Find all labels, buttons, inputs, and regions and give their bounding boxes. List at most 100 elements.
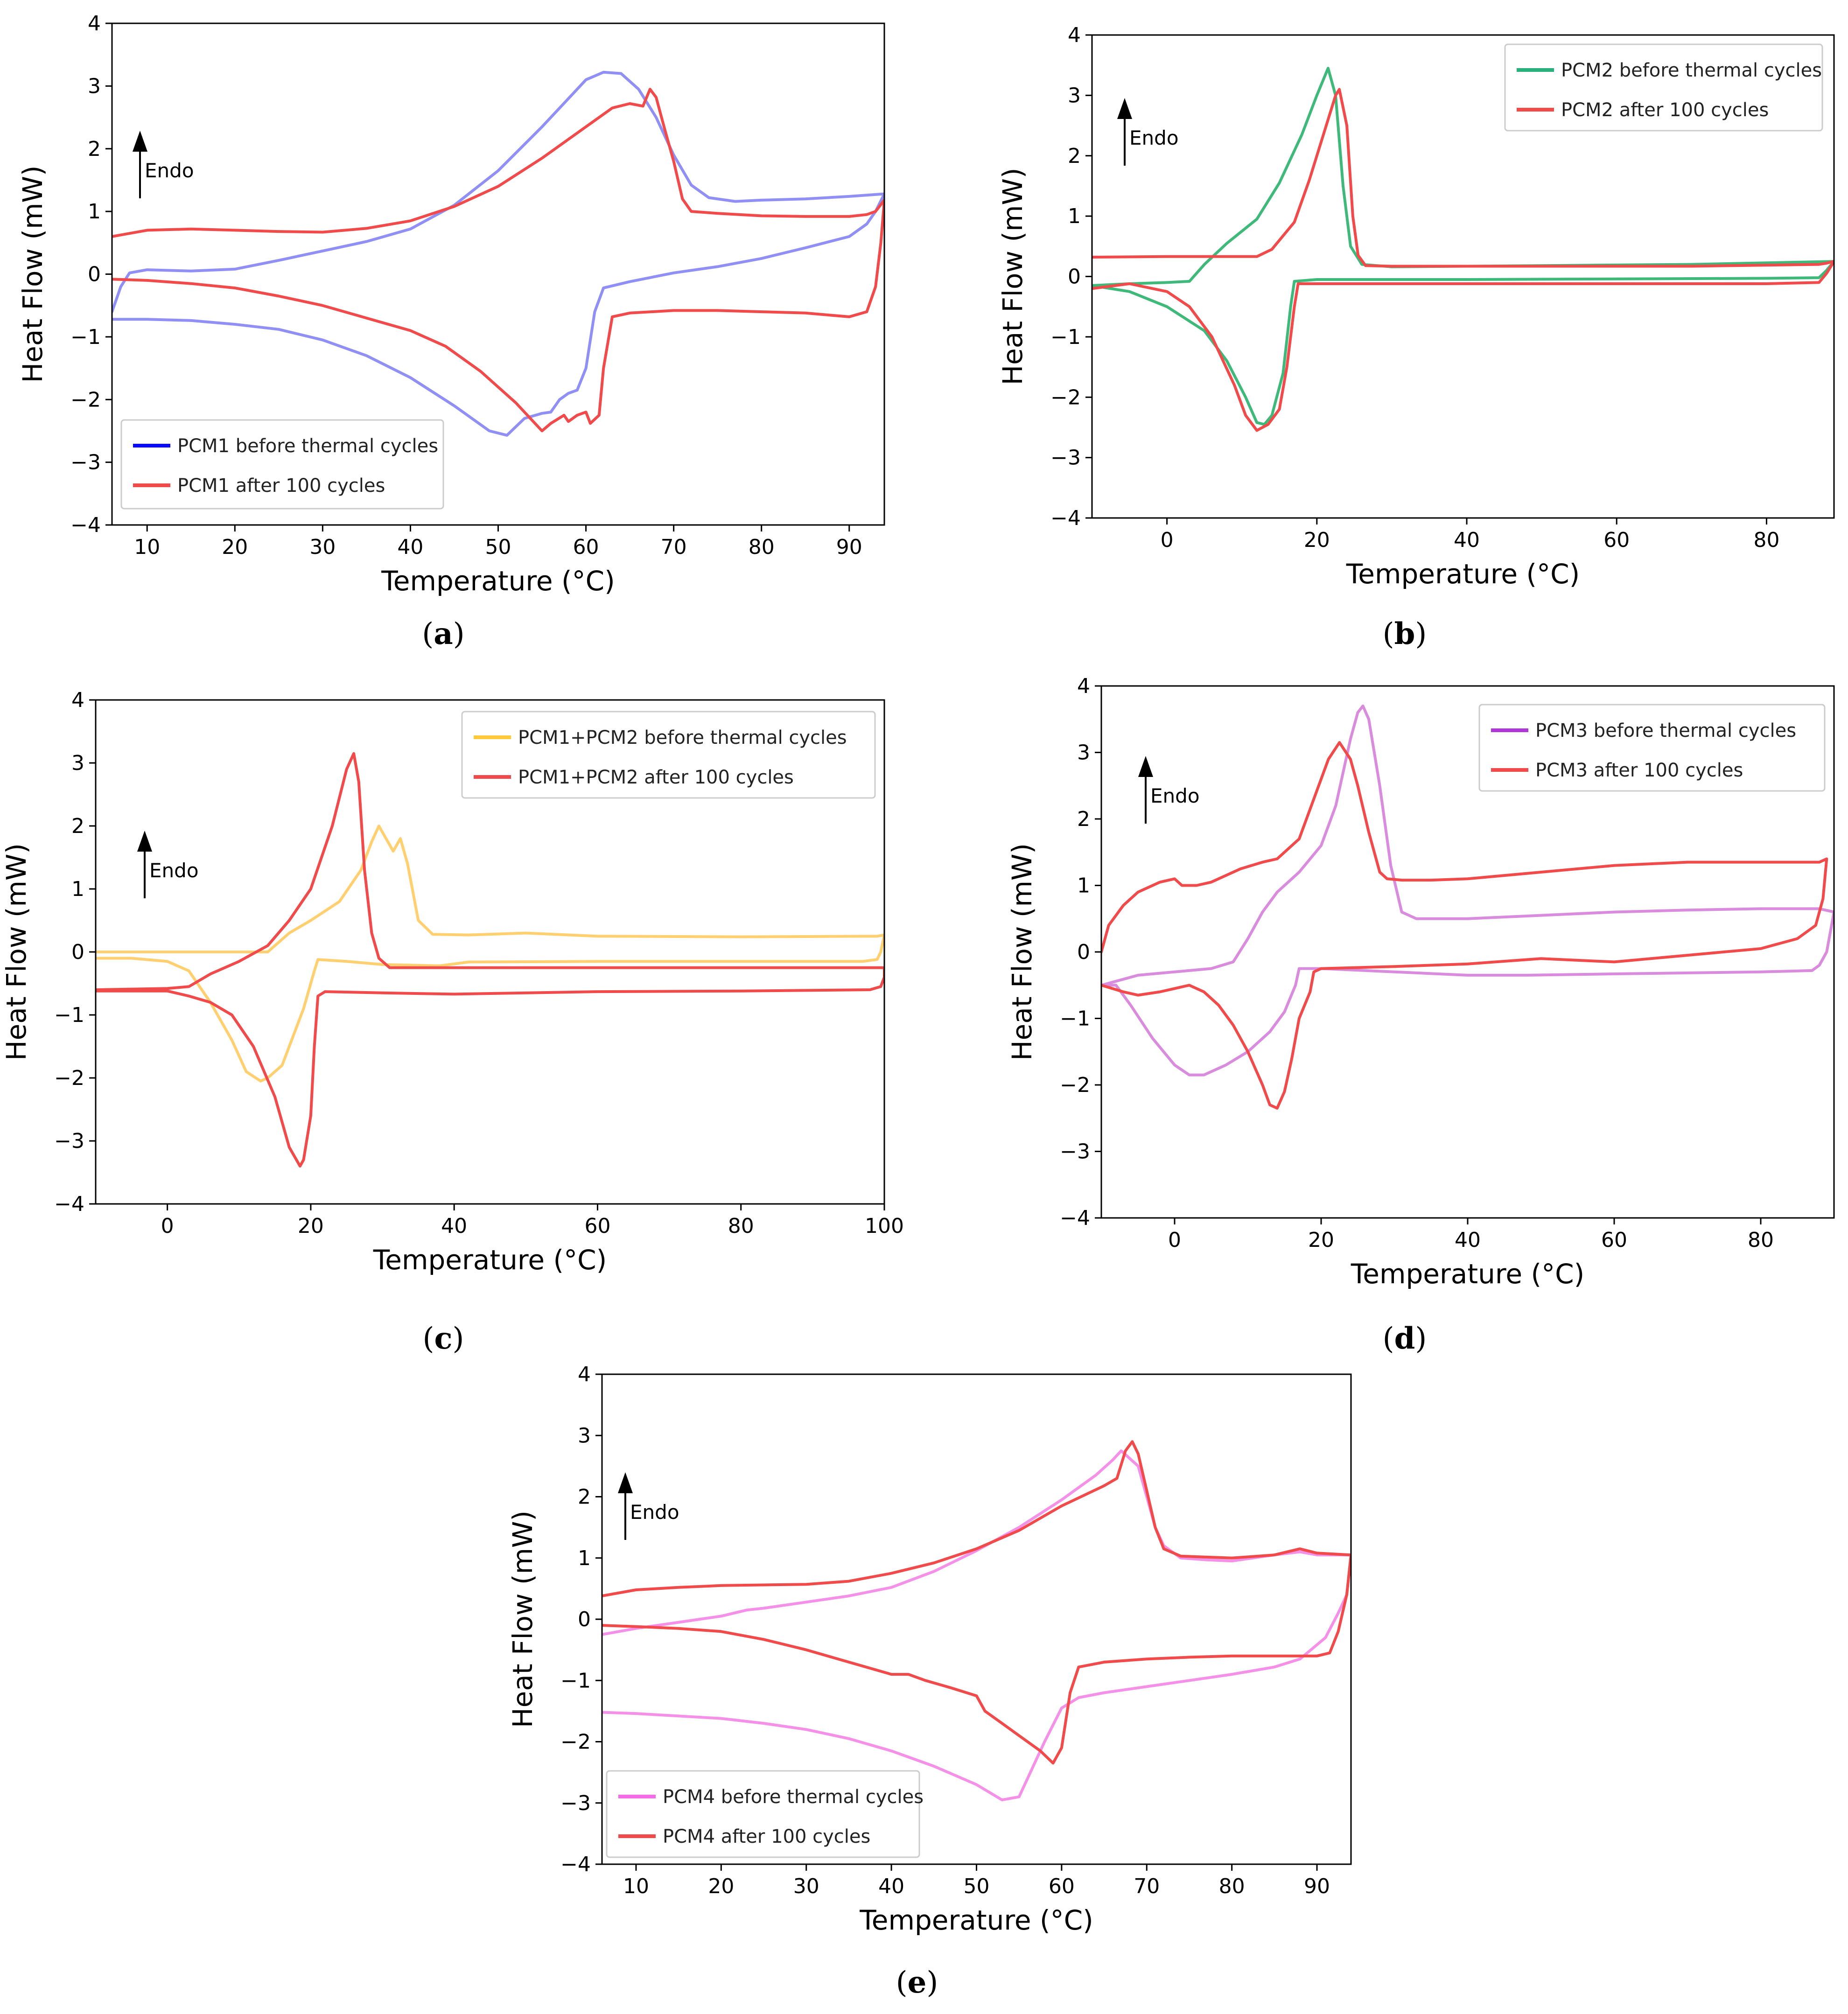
x-axis-label: Temperature (°C) [373, 1244, 607, 1276]
y-tick-label: 1 [1077, 874, 1090, 898]
y-tick-label: 0 [1077, 940, 1090, 964]
y-tick-label: 4 [71, 688, 84, 712]
legend: PCM1 before thermal cycles PCM1 after 100… [120, 419, 444, 510]
x-tick-label: 90 [836, 535, 862, 559]
y-tick-label: 3 [1068, 84, 1081, 107]
x-tick-label: 50 [485, 535, 511, 559]
y-tick-label: 3 [88, 74, 101, 98]
y-axis-label: Heat Flow (mW) [997, 168, 1029, 385]
panel-c: 0 20 40 60 80 100 −4 −3 −2 −1 0 1 2 3 4 Temperature (°C… [0, 688, 904, 1356]
panel-caption: (e) [896, 1965, 938, 2000]
y-tick-label: −4 [1060, 1206, 1090, 1230]
x-tick-label: 80 [1219, 1874, 1245, 1898]
y-tick-label: 4 [578, 1363, 591, 1386]
x-tick-label: 10 [623, 1874, 649, 1898]
y-tick-label: 1 [71, 877, 84, 901]
y-tick-label: 2 [1077, 807, 1090, 831]
y-tick-label: −1 [560, 1669, 591, 1692]
x-axis-label: Temperature (°C) [1346, 558, 1580, 590]
x-tick-label: 20 [298, 1214, 324, 1238]
y-tick-label: 3 [578, 1424, 591, 1448]
y-axis-label: Heat Flow (mW) [1006, 843, 1038, 1061]
series-line-b-0 [1092, 67, 1834, 426]
x-tick-label: 80 [749, 535, 775, 559]
x-tick-label: 60 [584, 1214, 610, 1238]
y-tick-label: 1 [88, 200, 101, 224]
y-tick-label: 1 [1068, 204, 1081, 228]
y-tick-label: 2 [88, 137, 101, 161]
legend-entry: PCM2 before thermal cycles [1561, 60, 1822, 81]
arrow-up-icon [618, 1472, 633, 1493]
panel-d: 0 20 40 60 80 −4 −3 −2 −1 0 1 2 3 4 Temperature (°C) He… [1006, 674, 1835, 1356]
y-tick-label: 2 [578, 1485, 591, 1509]
arrow-up-icon [137, 831, 152, 852]
y-tick-label: −3 [70, 451, 101, 475]
y-tick-label: −2 [1060, 1073, 1090, 1097]
x-tick-label: 50 [964, 1874, 990, 1898]
y-tick-label: −2 [560, 1730, 591, 1754]
x-axis-label: Temperature (°C) [859, 1904, 1093, 1936]
x-tick-label: 90 [1304, 1874, 1330, 1898]
y-tick-label: −4 [70, 513, 101, 537]
legend: PCM3 before thermal cycles PCM3 after 100… [1478, 704, 1826, 792]
x-tick-label: 30 [309, 535, 336, 559]
x-tick-label: 20 [1304, 528, 1330, 552]
legend-entry: PCM1+PCM2 after 100 cycles [518, 767, 794, 788]
arrow-up-icon [133, 131, 147, 152]
series-line-e-1 [602, 1440, 1351, 1765]
y-tick-label: −2 [1050, 385, 1081, 409]
y-tick-label: 2 [1068, 144, 1081, 168]
series-line-d-0 [1101, 704, 1834, 1077]
x-tick-label: 20 [708, 1874, 734, 1898]
y-tick-label: 1 [578, 1546, 591, 1570]
x-tick-label: 40 [878, 1874, 904, 1898]
series-line-d-1 [1101, 741, 1828, 1110]
endo-annotation: Endo [145, 159, 194, 182]
y-tick-label: −3 [1050, 446, 1081, 470]
y-tick-label: −1 [1060, 1007, 1090, 1031]
panel-b: 0 20 40 60 80 −4 −3 −2 −1 0 1 2 3 4 Temperature (°C) He… [997, 23, 1835, 651]
legend-entry: PCM1 after 100 cycles [177, 475, 385, 497]
x-tick-label: 100 [865, 1214, 904, 1238]
y-tick-label: 3 [1077, 741, 1090, 765]
y-tick-label: 3 [71, 751, 84, 775]
y-tick-label: 0 [71, 940, 84, 964]
y-tick-label: −3 [560, 1791, 591, 1815]
series-line-b-1 [1092, 88, 1834, 432]
legend-entry: PCM1 before thermal cycles [177, 435, 438, 457]
endo-annotation: Endo [1129, 126, 1179, 149]
y-axis-label: Heat Flow (mW) [0, 843, 32, 1061]
y-tick-label: −2 [54, 1066, 84, 1090]
y-tick-label: −1 [1050, 325, 1081, 349]
x-tick-label: 70 [661, 535, 687, 559]
endo-annotation: Endo [630, 1501, 679, 1524]
legend: PCM1+PCM2 before thermal cycles PCM1+PCM2… [461, 711, 876, 799]
panel-caption: (d) [1383, 1321, 1427, 1356]
endo-annotation: Endo [149, 859, 199, 882]
x-tick-label: 20 [222, 535, 248, 559]
arrow-up-icon [1138, 756, 1153, 777]
y-tick-label: 0 [88, 263, 101, 287]
legend: PCM4 before thermal cycles PCM4 after 100… [606, 1770, 924, 1858]
x-axis-label: Temperature (°C) [1351, 1258, 1585, 1290]
y-tick-label: 4 [88, 12, 101, 35]
x-axis-label: Temperature (°C) [381, 565, 615, 597]
x-tick-label: 0 [161, 1214, 174, 1238]
legend-entry: PCM3 after 100 cycles [1535, 760, 1743, 781]
x-tick-label: 0 [1168, 1228, 1181, 1252]
y-tick-label: −1 [70, 325, 101, 349]
series-line-e-0 [602, 1449, 1351, 1802]
y-tick-label: −4 [560, 1853, 591, 1876]
y-tick-label: −2 [70, 388, 101, 412]
legend-entry: PCM4 after 100 cycles [663, 1826, 870, 1847]
panel-e: 10 20 30 40 50 60 70 80 90 −4 −3 −2 −1 0 1 2 3 4 Temperatu… [507, 1363, 1352, 2000]
panel-a: 10 20 30 40 50 60 70 80 90 −4 −3 −2 −1 0 1 2 3 4 Temperatu… [17, 12, 885, 651]
x-tick-label: 10 [134, 535, 160, 559]
series-line-a-0 [112, 70, 884, 437]
legend-entry: PCM4 before thermal cycles [663, 1786, 924, 1808]
panel-caption: (b) [1383, 616, 1427, 651]
y-tick-label: 4 [1068, 23, 1081, 47]
x-tick-label: 0 [1161, 528, 1174, 552]
legend-entry: PCM2 after 100 cycles [1561, 99, 1769, 121]
